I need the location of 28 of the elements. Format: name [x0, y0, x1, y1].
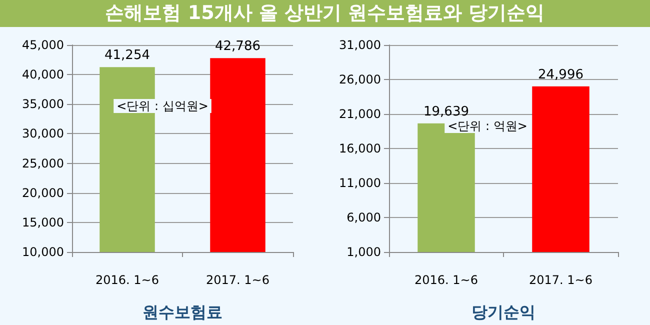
y-tick-label: 1,000 [346, 245, 381, 259]
x-axis-title: 당기순익 [472, 302, 536, 322]
y-tick-label: 31,000 [339, 38, 381, 52]
data-label: 41,254 [104, 48, 150, 64]
y-tick-label: 10,000 [22, 245, 64, 259]
y-tick-label: 40,000 [22, 68, 64, 82]
y-tick-label: 15,000 [22, 215, 64, 230]
data-label: 19,639 [424, 104, 469, 120]
data-label: 24,996 [538, 67, 584, 82]
x-tick-label: 2017. 1~6 [529, 273, 592, 287]
y-tick-label: 21,000 [339, 107, 381, 121]
x-tick-label: 2016. 1~6 [96, 273, 159, 287]
annotation: <단위 : 십억원> [116, 99, 208, 113]
annotation: <단위 : 억원> [448, 119, 528, 133]
x-axis-title: 원수보험료 [142, 302, 222, 322]
y-tick-label: 26,000 [339, 72, 381, 86]
x-tick-label: 2016. 1~6 [414, 273, 478, 287]
y-tick-label: 30,000 [22, 126, 64, 141]
y-tick-label: 11,000 [339, 176, 381, 190]
chart-title: 손해보험 15개사 올 상반기 원수보험료와 당기순익 [0, 0, 650, 27]
y-tick-label: 25,000 [22, 156, 64, 170]
y-tick-label: 20,000 [22, 186, 64, 200]
y-tick-label: 6,000 [346, 210, 381, 224]
y-tick-label: 16,000 [339, 142, 381, 156]
y-tick-label: 35,000 [22, 97, 64, 112]
data-label: 42,786 [215, 39, 260, 54]
y-tick-label: 45,000 [22, 38, 64, 52]
x-tick-label: 2017. 1~6 [206, 273, 270, 287]
